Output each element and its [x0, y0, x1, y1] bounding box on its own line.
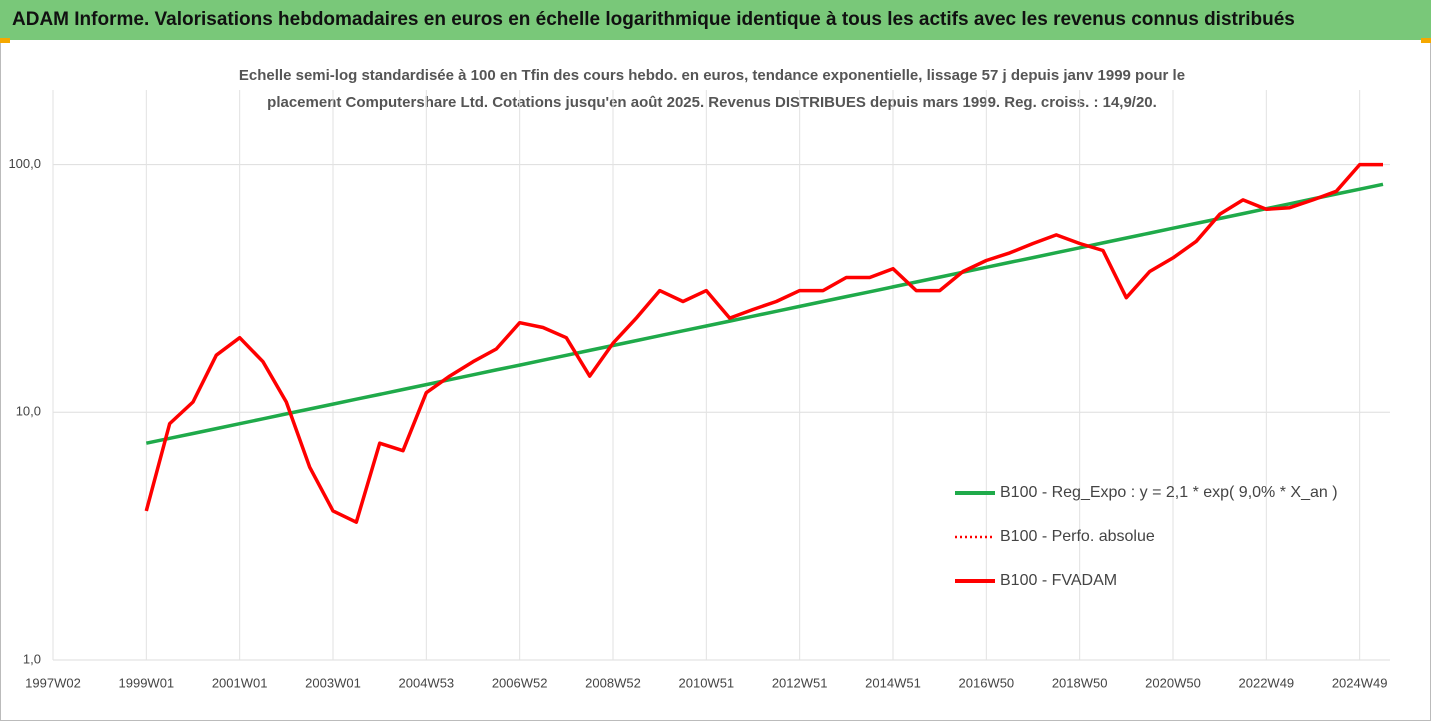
chart-subtitle: placement Computershare Ltd. Cotations j… [267, 94, 1157, 111]
legend-label: B100 - Perfo. absolue [1000, 528, 1155, 545]
x-tick-label: 2003W01 [305, 675, 361, 690]
chart-title: ADAM Informe. Valorisations hebdomadaire… [12, 9, 1295, 30]
legend: B100 - Reg_Expo : y = 2,1 * exp( 9,0% * … [955, 484, 1338, 589]
corner [0, 38, 10, 43]
x-tick-label: 1997W02 [25, 675, 81, 690]
x-tick-label: 2020W50 [1145, 675, 1201, 690]
y-tick-label: 100,0 [8, 156, 41, 171]
y-tick-label: 1,0 [23, 651, 41, 666]
x-tick-label: 2004W53 [399, 675, 455, 690]
title-bar [0, 0, 1431, 40]
legend-label: B100 - FVADAM [1000, 572, 1117, 589]
corner [1421, 38, 1431, 43]
x-tick-label: 2014W51 [865, 675, 921, 690]
x-tick-label: 2018W50 [1052, 675, 1108, 690]
x-tick-label: 2001W01 [212, 675, 268, 690]
x-tick-label: 2024W49 [1332, 675, 1388, 690]
x-tick-label: 2016W50 [959, 675, 1015, 690]
x-tick-label: 2022W49 [1239, 675, 1295, 690]
x-tick-label: 2010W51 [679, 675, 735, 690]
grid: 1,0 10,0 100,0 1997W02 1999W01 2001W01 2003W01… [8, 90, 1390, 690]
x-tick-label: 2008W52 [585, 675, 641, 690]
x-tick-label: 1999W01 [119, 675, 175, 690]
y-tick-label: 10,0 [16, 404, 41, 419]
chart-subtitle: Echelle semi-log standardisée à 100 en T… [239, 67, 1185, 84]
x-tick-label: 2012W51 [772, 675, 828, 690]
series-line [145, 182, 1384, 445]
plot [144, 162, 1384, 524]
legend-label: B100 - Reg_Expo : y = 2,1 * exp( 9,0% * … [1000, 484, 1338, 501]
series-line [144, 162, 1383, 524]
x-tick-label: 2006W52 [492, 675, 548, 690]
